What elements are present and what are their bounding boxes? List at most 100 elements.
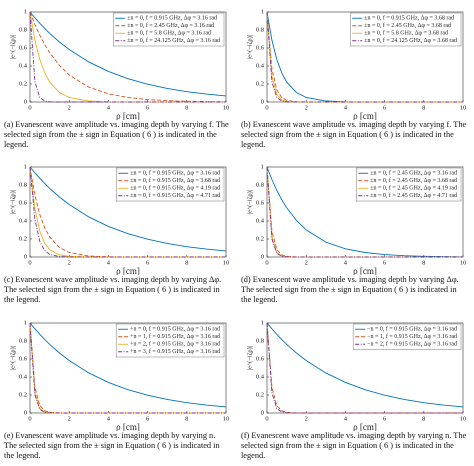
legend-label: ±n = 0, f = 5.8 GHz, Δφ = 3.16 rad xyxy=(127,30,211,37)
y-tick-label: 0.8 xyxy=(19,26,27,33)
caption: (c) Evanescent wave amplitude vs. imagin… xyxy=(4,275,222,304)
x-tick-label: 4 xyxy=(344,104,348,111)
series-line xyxy=(29,166,226,258)
series-line xyxy=(29,11,226,103)
series-line xyxy=(29,11,227,103)
chart: 0 2 4 6 8 10 0 0.2 0.4 0.6 0.8 1 ρ [cm] |e^(−iζρ)| −n … xyxy=(246,319,467,431)
x-tick-label: 10 xyxy=(223,259,230,266)
x-tick-label: 8 xyxy=(185,104,188,111)
subfigure: 0 2 4 6 8 10 0 0.2 0.4 0.6 0.8 1 ρ [cm] |e^(−iζρ)| −n … xyxy=(237,311,474,466)
x-axis-label: ρ [cm] xyxy=(353,422,377,431)
x-tick-label: 2 xyxy=(305,415,308,422)
x-tick-label: 0 xyxy=(28,415,31,422)
y-axis-label: |e^(−iζρ)| xyxy=(246,35,253,59)
legend-label: ±n = 0, f = 24.125 GHz, Δφ = 3.68 rad xyxy=(364,37,457,44)
y-tick-label: 0 xyxy=(261,409,264,416)
y-tick-label: 0.2 xyxy=(19,391,27,398)
legend-label: +n = 3, f = 0.915 GHz, Δφ = 3.16 rad xyxy=(130,348,220,355)
legend-box xyxy=(356,167,462,202)
x-tick-label: 0 xyxy=(28,104,31,111)
x-tick-label: 0 xyxy=(265,259,268,266)
y-tick-label: 1 xyxy=(261,319,264,326)
legend-label: ±n = 0, f = 2.45 GHz, Δφ = 3.68 rad xyxy=(370,177,457,184)
y-tick-label: 0.6 xyxy=(256,199,265,206)
y-tick-label: 0.2 xyxy=(256,235,264,242)
y-axis-label: |e^(−iζρ)| xyxy=(246,190,253,214)
y-tick-label: 0.4 xyxy=(256,373,265,380)
x-tick-label: 2 xyxy=(305,259,308,266)
legend: ±n = 0, f = 0.915 GHz, Δφ = 3.68 rad ±n =… xyxy=(350,12,462,47)
x-tick-label: 10 xyxy=(460,415,467,422)
y-tick-label: 0.8 xyxy=(19,337,27,344)
y-tick-label: 0.6 xyxy=(19,355,28,362)
y-tick-label: 0.4 xyxy=(19,62,28,69)
y-tick-label: 0.8 xyxy=(256,181,264,188)
x-tick-label: 2 xyxy=(68,104,71,111)
x-tick-label: 10 xyxy=(460,259,467,266)
x-tick-label: 8 xyxy=(422,104,425,111)
x-tick-label: 8 xyxy=(185,259,188,266)
series-line xyxy=(266,322,464,408)
legend-label: −n = 0, f = 0.915 GHz, Δφ = 3.16 rad xyxy=(367,326,457,333)
y-tick-label: 0.6 xyxy=(19,199,28,206)
y-tick-label: 0.2 xyxy=(256,391,264,398)
y-tick-label: 0.8 xyxy=(256,337,264,344)
x-tick-label: 4 xyxy=(107,259,111,266)
x-tick-label: 10 xyxy=(223,104,230,111)
y-tick-label: 1 xyxy=(261,163,264,170)
chart: 0 2 4 6 8 10 0 0.2 0.4 0.6 0.8 1 ρ [cm] |e^(−iζρ)| ±n … xyxy=(246,8,467,120)
x-axis-label: ρ [cm] xyxy=(353,111,377,120)
x-tick-label: 6 xyxy=(146,259,150,266)
legend-label: −n = 2, f = 0.915 GHz, Δφ = 3.16 rad xyxy=(367,341,457,348)
y-tick-label: 0.6 xyxy=(19,44,28,51)
legend-label: ±n = 0, f = 2.45 GHz, Δφ = 3.16 rad xyxy=(127,22,214,29)
y-tick-label: 0.2 xyxy=(19,80,27,87)
x-tick-label: 6 xyxy=(383,415,387,422)
y-tick-label: 0 xyxy=(261,98,264,105)
caption: (d) Evanescent wave amplitude vs. imagin… xyxy=(241,275,459,304)
x-tick-label: 10 xyxy=(223,415,230,422)
x-axis-label: ρ [cm] xyxy=(116,266,140,275)
y-axis-label: |e^(−iζρ)| xyxy=(9,190,16,214)
series-line xyxy=(266,166,463,258)
caption: (e) Evanescent wave amplitude vs. imagin… xyxy=(4,431,220,460)
y-tick-label: 0 xyxy=(24,409,27,416)
x-tick-label: 0 xyxy=(265,104,268,111)
chart: 0 2 4 6 8 10 0 0.2 0.4 0.6 0.8 1 ρ [cm] |e^(−iζρ)| ±n … xyxy=(246,163,467,275)
x-tick-label: 6 xyxy=(146,415,150,422)
y-tick-label: 0.6 xyxy=(256,44,265,51)
legend-label: ±n = 0, f = 0.915 GHz, Δφ = 3.68 rad xyxy=(130,177,220,184)
legend: −n = 0, f = 0.915 GHz, Δφ = 3.16 rad−n =… xyxy=(352,323,462,350)
caption: (f) Evanescent wave amplitude vs. imagin… xyxy=(241,431,467,460)
x-tick-label: 4 xyxy=(107,104,111,111)
x-tick-label: 10 xyxy=(460,104,467,111)
legend-label: −n = 1, f = 0.915 GHz, Δφ = 3.16 rad xyxy=(367,333,457,340)
legend-label: ±n = 0, f = 0.915 GHz, Δφ = 3.68 rad xyxy=(364,15,454,22)
legend-label: +n = 1, f = 0.915 GHz, Δφ = 3.16 rad xyxy=(130,333,220,340)
y-tick-label: 0 xyxy=(24,98,27,105)
legend-label: ±n = 0, f = 0.915 GHz, Δφ = 4.71 rad xyxy=(130,192,220,199)
x-tick-label: 0 xyxy=(265,415,268,422)
legend-label: ±n = 0, f = 24.125 GHz, Δφ = 3.16 rad xyxy=(127,37,220,44)
y-tick-label: 0.4 xyxy=(19,373,28,380)
legend-box xyxy=(352,323,462,350)
legend-label: +n = 2, f = 0.915 GHz, Δφ = 3.16 rad xyxy=(130,341,220,348)
x-axis-label: ρ [cm] xyxy=(353,266,377,275)
x-tick-label: 2 xyxy=(305,104,308,111)
legend-box xyxy=(116,167,225,202)
x-tick-label: 8 xyxy=(422,415,425,422)
legend-label: ±n = 0, f = 5.8 GHz, Δφ = 3.68 rad xyxy=(364,30,448,37)
legend-label: ±n = 0, f = 0.915 GHz, Δφ = 4.19 rad xyxy=(130,185,220,192)
series-line xyxy=(266,11,463,103)
legend: +n = 0, f = 0.915 GHz, Δφ = 3.16 rad+n =… xyxy=(115,323,225,358)
legend-label: +n = 0, f = 0.915 GHz, Δφ = 3.16 rad xyxy=(130,326,220,333)
subfigure: 0 2 4 6 8 10 0 0.2 0.4 0.6 0.8 1 ρ [cm] |e^(−iζρ)| ±n … xyxy=(0,0,237,155)
series-line xyxy=(29,322,227,408)
y-axis-label: |e^(−iζρ)| xyxy=(9,35,16,59)
subfigure: 0 2 4 6 8 10 0 0.2 0.4 0.6 0.8 1 ρ [cm] |e^(−iζρ)| ±n … xyxy=(237,0,474,155)
legend: ±n = 0, f = 0.915 GHz, Δφ = 3.16 rad±n =… xyxy=(116,167,225,202)
chart: 0 2 4 6 8 10 0 0.2 0.4 0.6 0.8 1 ρ [cm] |e^(−iζρ)| ±n … xyxy=(9,8,230,120)
x-tick-label: 6 xyxy=(146,104,150,111)
x-tick-label: 0 xyxy=(28,259,31,266)
